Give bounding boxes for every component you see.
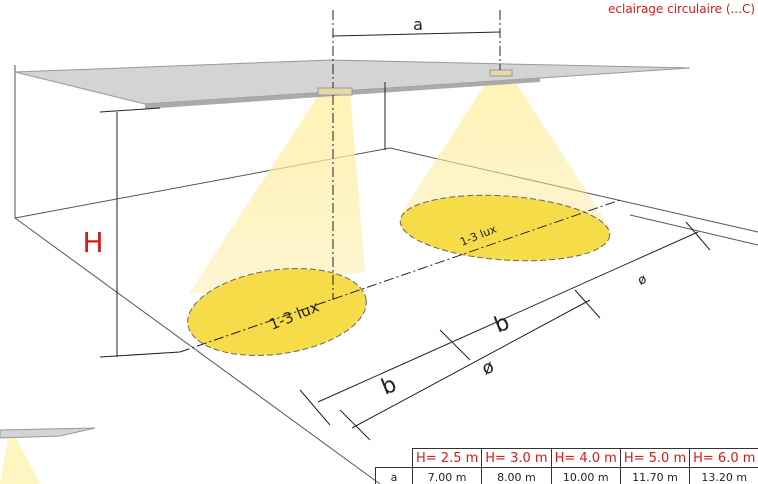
light-circle: [399, 194, 611, 262]
label-diameter: ø: [636, 272, 649, 289]
ceiling-thumbnail: [0, 427, 96, 439]
cone-thumbnail: [0, 438, 40, 484]
table-row: H= 2.5 m H= 3.0 m H= 4.0 m H= 5.0 m H= 6.0 m: [375, 448, 758, 468]
floor: [14, 65, 758, 484]
table-cell: 13.20 m: [689, 467, 758, 484]
table-cell: 8.00 m: [481, 467, 552, 484]
caption: eclairage circulaire (...C): [608, 2, 755, 16]
label-b: b: [378, 372, 400, 400]
table-cell: H= 3.0 m: [481, 448, 552, 468]
light-cone: [188, 93, 365, 295]
label-b: b: [491, 310, 513, 338]
table-cell: [375, 448, 413, 468]
label-h: H: [82, 226, 103, 259]
table-cell: 10.00 m: [550, 467, 621, 484]
table-cell: H= 6.0 m: [689, 448, 758, 468]
lamp: [489, 69, 513, 77]
light-cone: [400, 74, 610, 228]
label-a: a: [413, 15, 423, 34]
table-cell: H= 4.0 m: [550, 448, 621, 468]
table-cell: H= 2.5 m: [411, 448, 483, 468]
table-cell: 11.70 m: [619, 467, 691, 484]
table-body: H= 2.5 m H= 3.0 m H= 4.0 m H= 5.0 m H= 6.0 m…: [375, 448, 758, 484]
table-cell: a: [375, 467, 413, 484]
dimensions: [99, 10, 711, 441]
label-diameter: ø: [479, 356, 497, 380]
table-cell: 7.00 m: [411, 467, 483, 484]
table-cell: H= 5.0 m: [619, 448, 691, 468]
ceiling: [14, 59, 691, 105]
table-row: a 7.00 m 8.00 m 10.00 m 11.70 m 13.20 m: [375, 467, 758, 484]
spacing-table: H= 2.5 m H= 3.0 m H= 4.0 m H= 5.0 m H= 6.0 m…: [375, 448, 758, 484]
lamp: [317, 87, 353, 96]
